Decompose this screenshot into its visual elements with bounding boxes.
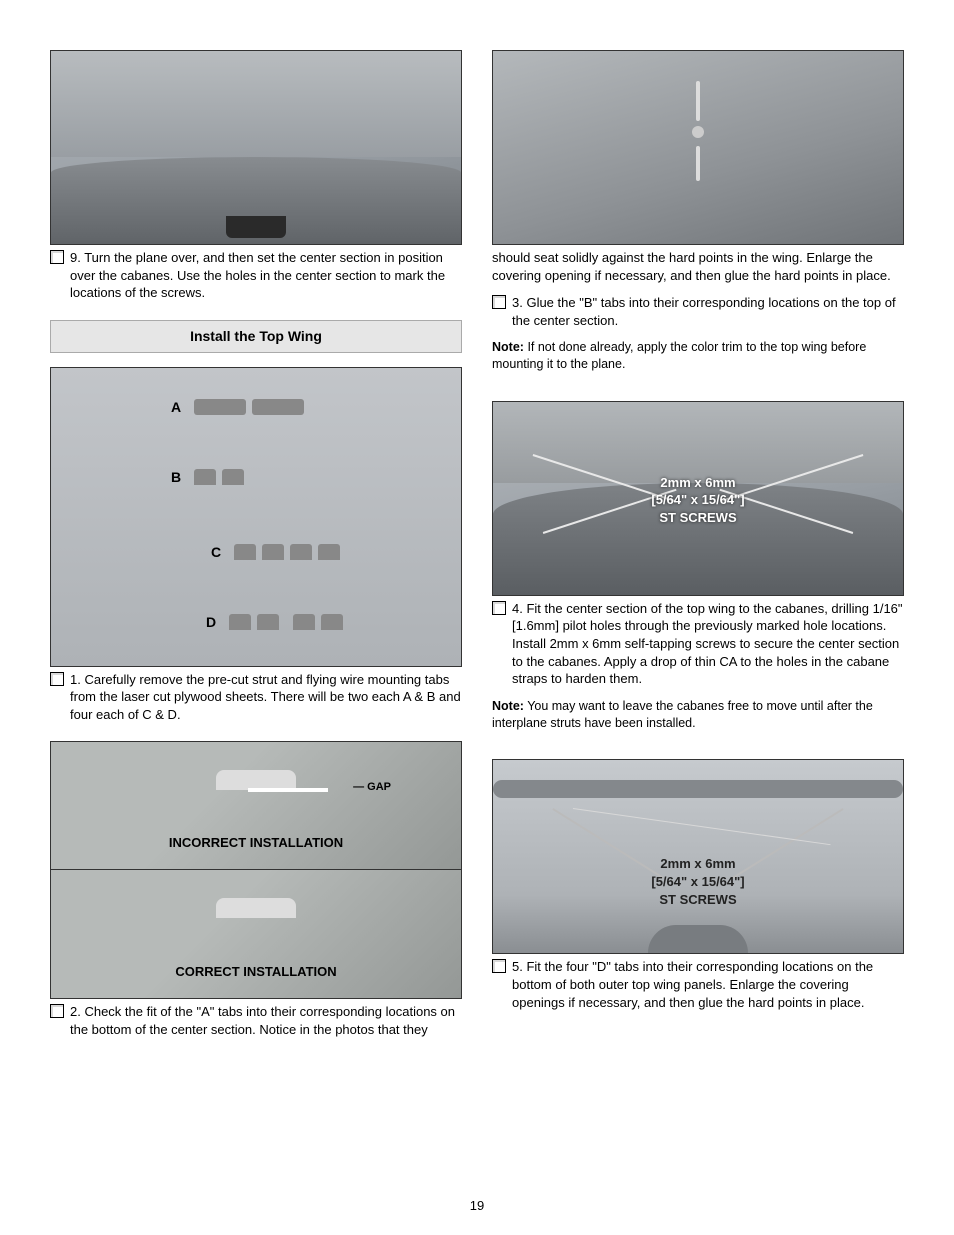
correct-install-label: CORRECT INSTALLATION bbox=[51, 963, 461, 981]
step4-text: 4. Fit the center section of the top win… bbox=[512, 600, 904, 688]
step3-block: should seat solidly against the hard poi… bbox=[492, 50, 904, 383]
step2-photo-frame: — GAP INCORRECT INSTALLATION CORRECT INS… bbox=[50, 741, 462, 999]
step2-photo-top: — GAP INCORRECT INSTALLATION bbox=[51, 742, 461, 870]
left-column: 9. Turn the plane over, and then set the… bbox=[50, 50, 462, 1056]
label-a: A bbox=[171, 398, 181, 417]
step2-block: — GAP INCORRECT INSTALLATION CORRECT INS… bbox=[50, 741, 462, 1038]
step5-checkbox[interactable] bbox=[492, 959, 506, 973]
section-header-install-top-wing: Install the Top Wing bbox=[50, 320, 462, 353]
step1-block: A B C D bbox=[50, 367, 462, 724]
step2-text: 2. Check the fit of the "A" tabs into th… bbox=[70, 1003, 462, 1038]
step9-block: 9. Turn the plane over, and then set the… bbox=[50, 50, 462, 302]
step9-photo bbox=[50, 50, 462, 245]
step2-photo-bottom: CORRECT INSTALLATION bbox=[51, 870, 461, 998]
step9-text: 9. Turn the plane over, and then set the… bbox=[70, 249, 462, 302]
step4-photo-label: 2mm x 6mm [5/64" x 15/64"] ST SCREWS bbox=[493, 474, 903, 527]
step1-text: 1. Carefully remove the pre-cut strut an… bbox=[70, 671, 462, 724]
gap-callout: GAP bbox=[367, 781, 391, 793]
step5-block: 2mm x 6mm [5/64" x 15/64"] ST SCREWS 5. … bbox=[492, 759, 904, 1011]
note1: Note: If not done already, apply the col… bbox=[492, 339, 904, 373]
label-b: B bbox=[171, 468, 181, 487]
label-d: D bbox=[206, 613, 216, 632]
step3-checkbox[interactable] bbox=[492, 295, 506, 309]
step2-continuation-text: should seat solidly against the hard poi… bbox=[492, 249, 904, 284]
incorrect-install-label: INCORRECT INSTALLATION bbox=[51, 834, 461, 852]
label-c: C bbox=[211, 543, 221, 562]
step3-photo bbox=[492, 50, 904, 245]
step5-photo: 2mm x 6mm [5/64" x 15/64"] ST SCREWS bbox=[492, 759, 904, 954]
step1-photo: A B C D bbox=[50, 367, 462, 667]
step4-photo: 2mm x 6mm [5/64" x 15/64"] ST SCREWS bbox=[492, 401, 904, 596]
page-number: 19 bbox=[0, 1197, 954, 1215]
step4-checkbox[interactable] bbox=[492, 601, 506, 615]
step1-checkbox[interactable] bbox=[50, 672, 64, 686]
right-column: should seat solidly against the hard poi… bbox=[492, 50, 904, 1056]
step2-checkbox[interactable] bbox=[50, 1004, 64, 1018]
note2: Note: You may want to leave the cabanes … bbox=[492, 698, 904, 732]
step5-text: 5. Fit the four "D" tabs into their corr… bbox=[512, 958, 904, 1011]
step4-block: 2mm x 6mm [5/64" x 15/64"] ST SCREWS 4. … bbox=[492, 401, 904, 741]
step5-photo-label: 2mm x 6mm [5/64" x 15/64"] ST SCREWS bbox=[493, 855, 903, 908]
step9-checkbox[interactable] bbox=[50, 250, 64, 264]
step3-text: 3. Glue the "B" tabs into their correspo… bbox=[512, 294, 904, 329]
